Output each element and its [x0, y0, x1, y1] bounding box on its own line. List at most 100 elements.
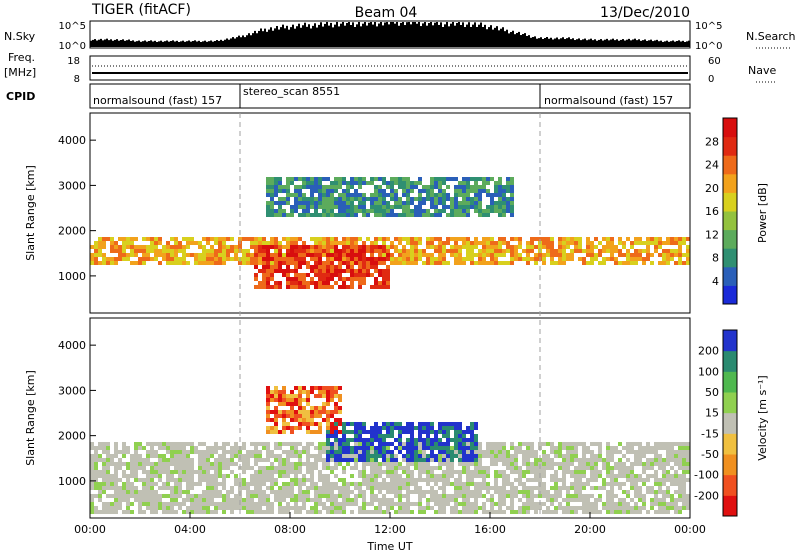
velocity-cell [142, 462, 146, 466]
power-cell [214, 241, 218, 245]
power-cell [314, 269, 318, 273]
nsky-bar [498, 30, 500, 47]
power-cell [410, 189, 414, 193]
velocity-cell [322, 450, 326, 454]
power-cell [538, 245, 542, 249]
power-cell [606, 237, 610, 241]
velocity-cell [582, 446, 586, 450]
power-cell [350, 285, 354, 289]
velocity-cell [566, 502, 570, 506]
nsky-bar [348, 22, 350, 47]
velocity-cell [202, 474, 206, 478]
power-cell [154, 253, 158, 257]
velocity-cell [202, 462, 206, 466]
velocity-cell [622, 466, 626, 470]
velocity-cell [562, 478, 566, 482]
velocity-cell [238, 486, 242, 490]
power-cell [490, 261, 494, 265]
power-cell [170, 257, 174, 261]
power-cell [254, 245, 258, 249]
power-cell [654, 241, 658, 245]
power-cell [654, 245, 658, 249]
velocity-cell [378, 502, 382, 506]
velocity-cell [570, 450, 574, 454]
velocity-cell [634, 486, 638, 490]
velocity-cell [222, 498, 226, 502]
velocity-cell [474, 494, 478, 498]
velocity-cell [422, 462, 426, 466]
power-cell [410, 245, 414, 249]
velocity-cell [198, 502, 202, 506]
nsky-bar [470, 26, 472, 47]
velocity-cell [550, 478, 554, 482]
power-cell [294, 205, 298, 209]
velocity-cell [282, 506, 286, 510]
velocity-cell [402, 494, 406, 498]
velocity-cell [438, 506, 442, 510]
power-cell [114, 257, 118, 261]
velocity-cell [102, 450, 106, 454]
velocity-cell [346, 446, 350, 450]
power-cell [178, 249, 182, 253]
power-cell [210, 245, 214, 249]
velocity-cell [290, 454, 294, 458]
velocity-cell [198, 478, 202, 482]
velocity-cell [506, 458, 510, 462]
velocity-cell [326, 410, 330, 414]
power-cell [182, 245, 186, 249]
velocity-cell [366, 438, 370, 442]
velocity-cell [606, 510, 610, 514]
velocity-cell [170, 442, 174, 446]
power-cell [274, 245, 278, 249]
velocity-cell [374, 510, 378, 514]
velocity-cell [426, 438, 430, 442]
power-cell [306, 253, 310, 257]
power-cell [430, 241, 434, 245]
velocity-cell [178, 490, 182, 494]
velocity-cell [242, 446, 246, 450]
velocity-cell [98, 442, 102, 446]
power-cell [462, 257, 466, 261]
power-cell [318, 277, 322, 281]
velocity-cell [674, 470, 678, 474]
nsky-bar [212, 41, 214, 47]
velocity-cell [430, 446, 434, 450]
nsky-bar [626, 39, 628, 47]
velocity-cell [650, 446, 654, 450]
velocity-cell [446, 422, 450, 426]
power-cell [510, 253, 514, 257]
power-cell [278, 197, 282, 201]
power-cell [338, 197, 342, 201]
velocity-cell [466, 442, 470, 446]
velocity-cell [294, 446, 298, 450]
power-colorbar-tick-label: 24 [705, 159, 719, 172]
power-cell [306, 281, 310, 285]
power-cell [362, 241, 366, 245]
power-cell [390, 205, 394, 209]
velocity-cell [450, 426, 454, 430]
nsky-bar [332, 27, 334, 47]
velocity-cell [266, 486, 270, 490]
velocity-cell [374, 494, 378, 498]
velocity-cell [682, 482, 686, 486]
velocity-cell [282, 458, 286, 462]
velocity-y-tick-label: 4000 [58, 339, 86, 352]
power-cell [102, 253, 106, 257]
velocity-cell [190, 510, 194, 514]
velocity-cell [390, 482, 394, 486]
velocity-cell [590, 470, 594, 474]
velocity-cell [542, 482, 546, 486]
power-colorbar-swatch [723, 192, 737, 212]
velocity-cell [310, 418, 314, 422]
power-cell [646, 249, 650, 253]
power-cell [358, 285, 362, 289]
velocity-cell [410, 430, 414, 434]
power-cell [262, 285, 266, 289]
velocity-cell [406, 466, 410, 470]
power-cell [342, 253, 346, 257]
velocity-cell [334, 386, 338, 390]
power-cell [154, 249, 158, 253]
velocity-cell [454, 434, 458, 438]
velocity-cell [286, 414, 290, 418]
